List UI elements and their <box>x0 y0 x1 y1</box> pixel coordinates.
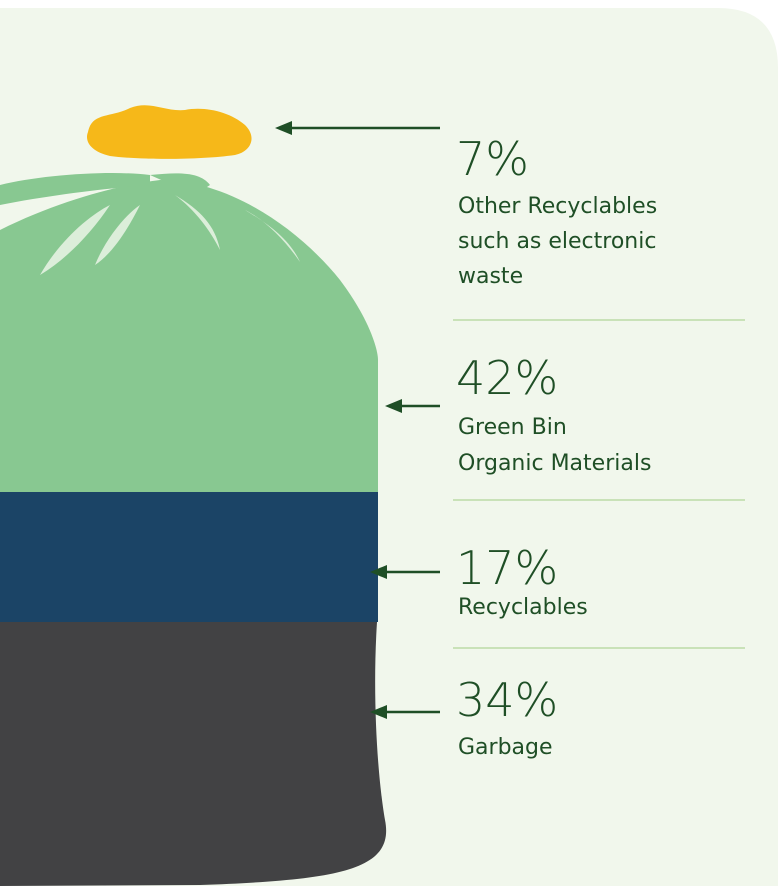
percentage: 34% <box>456 673 558 727</box>
bag-tie <box>0 173 150 205</box>
label: Garbage <box>458 735 553 760</box>
percentage: 17% <box>456 541 558 595</box>
label: Other Recyclables <box>458 194 657 219</box>
arrows <box>275 121 440 719</box>
bag-tie <box>150 173 210 195</box>
arrow-head <box>370 705 387 719</box>
bag-slit <box>40 205 110 275</box>
bag-knot <box>86 105 252 159</box>
bag-middle <box>0 492 378 622</box>
label: Recyclables <box>458 595 588 620</box>
label: Green Bin <box>458 415 567 440</box>
bag-bottom <box>0 622 387 886</box>
label: such as electronic <box>458 229 656 254</box>
dividers <box>453 319 745 649</box>
arrow-head <box>385 399 402 413</box>
percentage: 42% <box>456 351 558 405</box>
bag-top <box>0 180 378 492</box>
arrow-head <box>370 565 387 579</box>
bag-slit <box>95 205 140 265</box>
label: waste <box>458 264 523 289</box>
percentage: 7% <box>456 132 529 186</box>
label: Organic Materials <box>458 451 651 476</box>
arrow-head <box>275 121 292 135</box>
